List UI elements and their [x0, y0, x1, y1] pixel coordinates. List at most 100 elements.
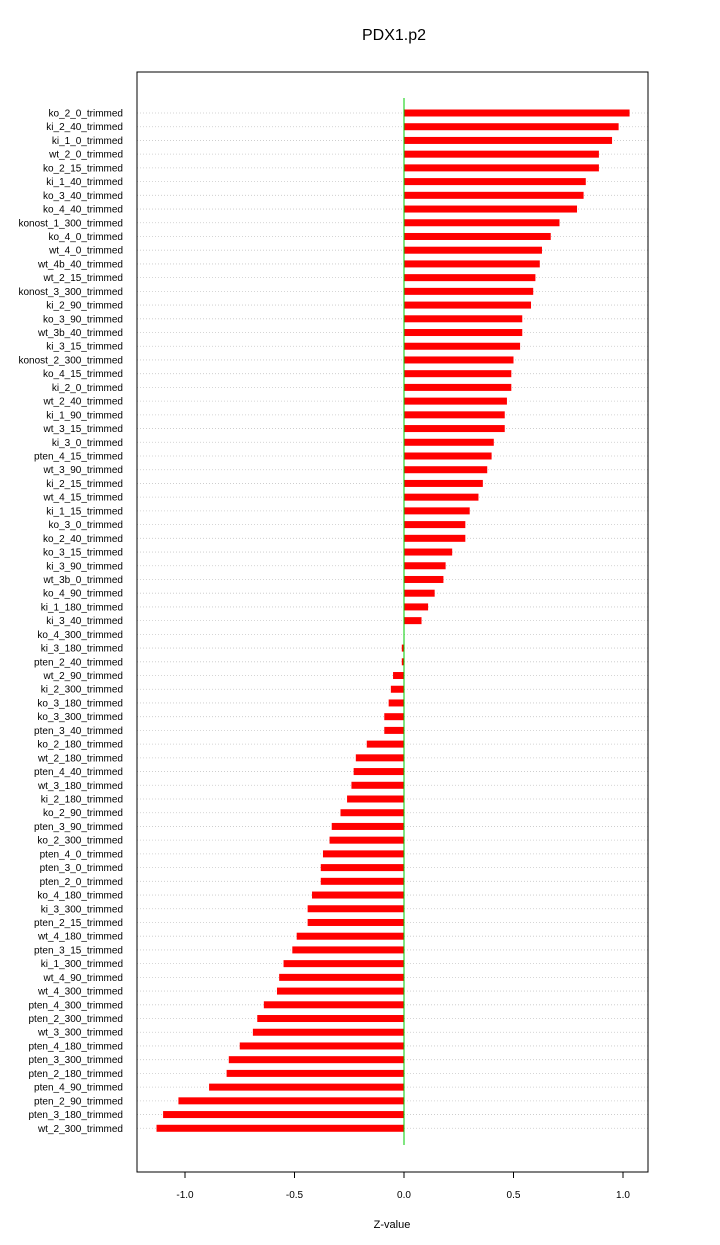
bar-ki_1_0_trimmed — [404, 136, 613, 144]
category-label: ko_4_90_trimmed — [43, 589, 123, 600]
category-label: ko_2_40_trimmed — [43, 534, 123, 545]
bar-pten_2_300_trimmed — [257, 1015, 404, 1023]
category-label: ko_4_15_trimmed — [43, 369, 123, 380]
bar-ko_2_180_trimmed — [366, 740, 404, 748]
category-label: ki_2_0_trimmed — [52, 383, 123, 394]
category-label: ko_2_15_trimmed — [43, 163, 123, 174]
category-label: konost_2_300_trimmed — [18, 355, 123, 366]
x-tick-label: 0.0 — [397, 1190, 411, 1201]
bar-wt_2_180_trimmed — [355, 754, 404, 762]
bar-wt_3b_40_trimmed — [404, 329, 523, 337]
category-label: pten_2_180_trimmed — [28, 1069, 123, 1080]
bar-wt_4_15_trimmed — [404, 493, 479, 501]
bar-ki_1_180_trimmed — [404, 603, 429, 611]
x-tick-label: 0.5 — [507, 1190, 521, 1201]
bar-pten_3_300_trimmed — [228, 1056, 404, 1064]
category-label: wt_3b_40_trimmed — [37, 328, 123, 339]
category-label: wt_2_180_trimmed — [37, 753, 123, 764]
category-label: wt_3_15_trimmed — [43, 424, 123, 435]
bar-wt_3_90_trimmed — [404, 466, 488, 474]
category-label: pten_4_0_trimmed — [40, 849, 123, 860]
category-label: pten_4_300_trimmed — [28, 1000, 123, 1011]
bar-wt_2_90_trimmed — [393, 672, 404, 680]
bar-ko_4_0_trimmed — [404, 232, 551, 240]
category-label: konost_3_300_trimmed — [18, 287, 123, 298]
category-label: ki_3_15_trimmed — [46, 342, 123, 353]
category-label: pten_3_0_trimmed — [40, 863, 123, 874]
category-label: wt_2_300_trimmed — [37, 1124, 123, 1135]
bar-wt_4_90_trimmed — [279, 973, 404, 981]
bar-ki_3_15_trimmed — [404, 342, 521, 350]
bar-wt_4b_40_trimmed — [404, 260, 540, 268]
category-label: pten_2_15_trimmed — [34, 918, 123, 929]
bar-pten_2_15_trimmed — [307, 918, 404, 926]
bar-ko_4_90_trimmed — [404, 589, 435, 597]
category-label: ko_4_40_trimmed — [43, 205, 123, 216]
category-label: pten_4_90_trimmed — [34, 1083, 123, 1094]
category-label: wt_3b_0_trimmed — [43, 575, 123, 586]
category-label: wt_3_180_trimmed — [37, 781, 123, 792]
bar-ko_2_0_trimmed — [404, 109, 630, 117]
bar-wt_2_0_trimmed — [404, 150, 599, 158]
bar-ko_2_15_trimmed — [404, 164, 599, 172]
category-label: wt_4b_40_trimmed — [37, 259, 123, 270]
bar-ki_2_90_trimmed — [404, 301, 532, 309]
bar-ki_1_40_trimmed — [404, 178, 586, 186]
bar-ki_1_300_trimmed — [283, 960, 404, 968]
category-labels: ko_2_0_trimmed ki_2_40_trimmed ki_1_0_trim… — [18, 109, 123, 1135]
category-label: ki_2_180_trimmed — [41, 795, 123, 806]
category-label: ko_3_0_trimmed — [49, 520, 123, 531]
bar-ki_2_180_trimmed — [347, 795, 404, 803]
bar-wt_2_300_trimmed — [156, 1124, 404, 1132]
category-label: ko_3_300_trimmed — [37, 712, 123, 723]
bar-ki_3_0_trimmed — [404, 438, 494, 446]
bar-ko_3_40_trimmed — [404, 191, 584, 199]
bar-ko_3_180_trimmed — [388, 699, 404, 707]
category-label: pten_4_40_trimmed — [34, 767, 123, 778]
bar-pten_4_180_trimmed — [239, 1042, 404, 1050]
category-label: wt_3_90_trimmed — [43, 465, 123, 476]
bar-ko_3_90_trimmed — [404, 315, 523, 323]
bar-ki_3_90_trimmed — [404, 562, 446, 570]
category-label: pten_3_90_trimmed — [34, 822, 123, 833]
category-label: pten_3_15_trimmed — [34, 945, 123, 956]
bar-konost_3_300_trimmed — [404, 287, 534, 295]
category-label: konost_1_300_trimmed — [18, 218, 123, 229]
bar-pten_3_40_trimmed — [384, 726, 404, 734]
category-label: pten_2_300_trimmed — [28, 1014, 123, 1025]
bar-ki_2_0_trimmed — [404, 383, 512, 391]
category-label: pten_2_90_trimmed — [34, 1096, 123, 1107]
category-label: pten_4_15_trimmed — [34, 452, 123, 463]
category-label: ko_4_300_trimmed — [37, 630, 123, 641]
bar-pten_3_90_trimmed — [331, 822, 404, 830]
category-label: ki_1_90_trimmed — [46, 410, 123, 421]
bar-pten_4_90_trimmed — [209, 1083, 404, 1091]
category-label: pten_3_40_trimmed — [34, 726, 123, 737]
x-tick-label: 1.0 — [616, 1190, 630, 1201]
bar-pten_3_0_trimmed — [320, 864, 404, 872]
category-label: ki_1_15_trimmed — [46, 506, 123, 517]
bar-wt_3b_0_trimmed — [404, 575, 444, 583]
category-label: ki_3_40_trimmed — [46, 616, 123, 627]
category-label: pten_3_180_trimmed — [28, 1110, 123, 1121]
bar-ki_3_180_trimmed — [401, 644, 404, 652]
category-label: wt_2_15_trimmed — [43, 273, 123, 284]
bar-pten_4_40_trimmed — [353, 768, 404, 776]
bars — [156, 109, 630, 1132]
category-label: ki_1_300_trimmed — [41, 959, 123, 970]
category-label: ki_2_300_trimmed — [41, 685, 123, 696]
category-label: pten_2_40_trimmed — [34, 657, 123, 668]
bar-wt_3_180_trimmed — [351, 781, 404, 789]
bar-wt_4_300_trimmed — [276, 987, 404, 995]
category-label: ki_3_180_trimmed — [41, 644, 123, 655]
category-label: ko_4_180_trimmed — [37, 891, 123, 902]
chart-title: PDX1.p2 — [362, 27, 426, 44]
category-label: ko_2_180_trimmed — [37, 740, 123, 751]
bar-ko_2_40_trimmed — [404, 534, 466, 542]
category-label: ki_1_40_trimmed — [46, 177, 123, 188]
bar-ko_3_0_trimmed — [404, 521, 466, 529]
category-label: ki_2_15_trimmed — [46, 479, 123, 490]
category-label: ko_2_0_trimmed — [49, 109, 123, 120]
category-label: ko_2_90_trimmed — [43, 808, 123, 819]
